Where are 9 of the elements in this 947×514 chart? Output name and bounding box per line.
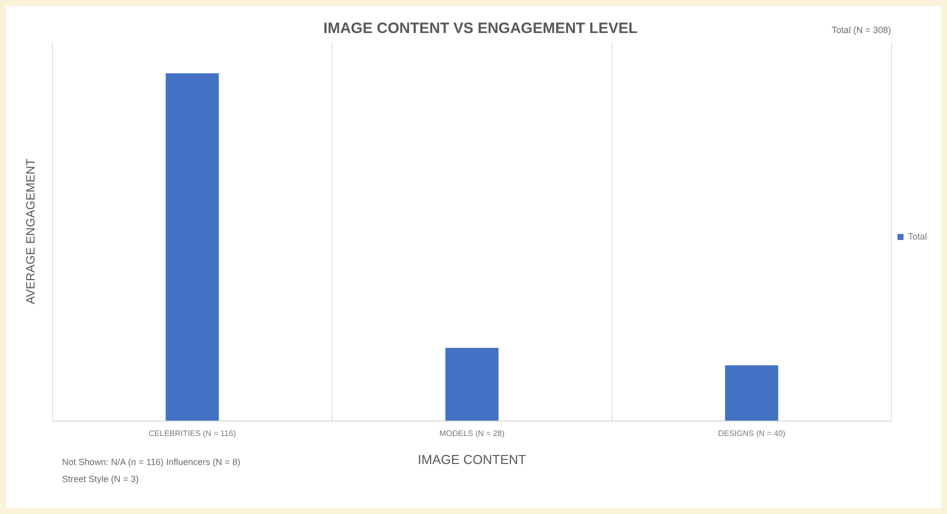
chart-title: IMAGE CONTENT VS ENGAGEMENT LEVEL xyxy=(323,20,638,38)
x-tick-label: DESIGNS (N = 40) xyxy=(718,428,786,438)
x-tick-label: CELEBRITIES (N = 116) xyxy=(148,428,236,438)
y-axis-title: AVERAGE ENGAGEMENT xyxy=(24,158,38,304)
text: Not Shown: N/A (n = 116) Influencers (N = 8) Street Style (N = 3) xyxy=(62,456,242,486)
legend-label: Total xyxy=(908,231,928,242)
x-tick-label: MODELS (N = 28) xyxy=(439,428,505,438)
text: Total (N = 308) xyxy=(832,24,891,37)
x-axis-title: IMAGE CONTENT xyxy=(418,452,526,467)
